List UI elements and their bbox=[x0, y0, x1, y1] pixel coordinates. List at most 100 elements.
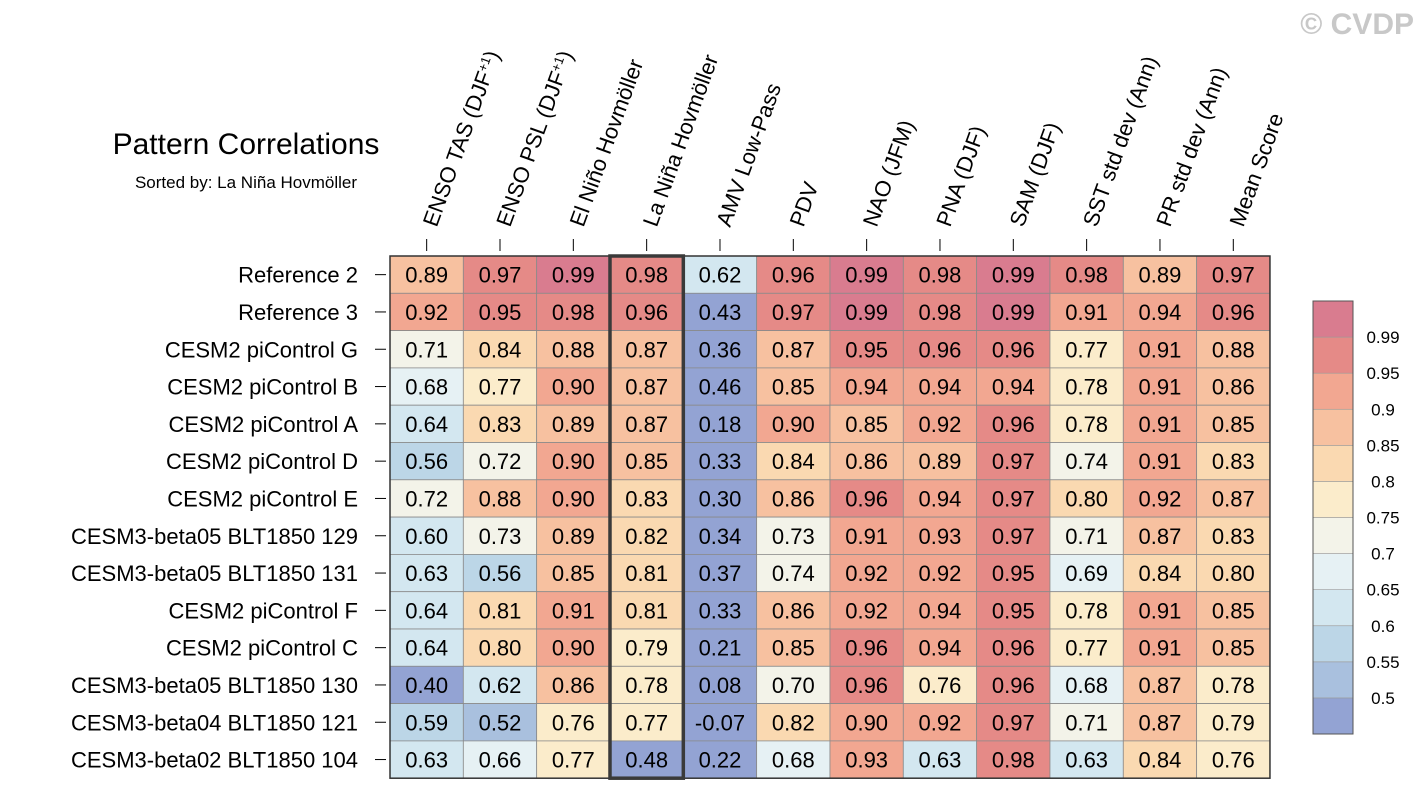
cell-value-label: 0.71 bbox=[405, 337, 448, 362]
row-label: CESM2 piControl D bbox=[166, 449, 358, 474]
heatmap-cell bbox=[389, 740, 464, 779]
heatmap-cell bbox=[609, 554, 684, 593]
cell-value-label: 0.33 bbox=[699, 449, 742, 474]
heatmap-cell bbox=[682, 367, 758, 406]
cell-value-label: 0.99 bbox=[552, 263, 595, 288]
cell-value-label: 0.64 bbox=[405, 598, 448, 623]
cell-value-label: 0.62 bbox=[479, 673, 522, 698]
heatmap-cell bbox=[976, 628, 1051, 667]
cell-value-label: 0.83 bbox=[1212, 524, 1255, 549]
row-label: CESM3-beta02 BLT1850 104 bbox=[71, 748, 358, 773]
heatmap-cell bbox=[682, 740, 758, 779]
column-label-text: ENSO TAS (DJF bbox=[418, 68, 497, 230]
heatmap-cell bbox=[536, 479, 611, 518]
cell-value-label: 0.79 bbox=[1212, 710, 1255, 735]
column-label-text: PDV bbox=[785, 178, 824, 229]
cell-value-label: 0.21 bbox=[699, 636, 742, 661]
heatmap-cell bbox=[682, 516, 758, 555]
column-label-text: La Niña Hovmöller bbox=[638, 51, 723, 230]
colorbar-swatch bbox=[1312, 697, 1354, 735]
cell-value-label: 0.59 bbox=[405, 710, 448, 735]
heatmap-cell bbox=[976, 703, 1051, 742]
column-label: PNA (DJF) bbox=[931, 122, 990, 229]
cell-value-label: 0.85 bbox=[1212, 598, 1255, 623]
column-label-text: Mean Score bbox=[1225, 110, 1289, 230]
cell-value-label: 0.18 bbox=[699, 412, 742, 437]
heatmap-cell bbox=[1049, 479, 1124, 518]
cell-value-label: 0.89 bbox=[552, 412, 595, 437]
cell-value-label: 0.96 bbox=[845, 636, 888, 661]
cell-value-label: 0.91 bbox=[845, 524, 888, 549]
cell-value-label: 0.94 bbox=[992, 375, 1035, 400]
cell-value-label: 0.43 bbox=[699, 300, 742, 325]
heatmap-cell bbox=[682, 292, 758, 331]
cell-value-label: 0.91 bbox=[552, 598, 595, 623]
cell-value-label: 0.86 bbox=[845, 449, 888, 474]
cell-value-label: 0.76 bbox=[1212, 748, 1255, 773]
cell-value-label: 0.89 bbox=[405, 263, 448, 288]
cell-value-label: 0.81 bbox=[625, 598, 668, 623]
cell-value-label: 0.98 bbox=[919, 300, 962, 325]
heatmap-cell bbox=[609, 292, 684, 331]
heatmap-cell bbox=[829, 367, 904, 406]
row-label: CESM3-beta04 BLT1850 121 bbox=[71, 710, 358, 735]
column-label-text: SST std dev (Ann) bbox=[1078, 53, 1163, 230]
cell-value-label: 0.98 bbox=[1065, 263, 1108, 288]
cell-value-label: 0.98 bbox=[625, 263, 668, 288]
cell-value-label: 0.98 bbox=[552, 300, 595, 325]
cell-value-label: 0.77 bbox=[479, 375, 522, 400]
heatmap-cell bbox=[1196, 292, 1271, 331]
row-label: CESM2 piControl B bbox=[167, 375, 358, 400]
cell-value-label: 0.83 bbox=[1212, 449, 1255, 474]
column-label-superscript: +1 bbox=[474, 54, 493, 73]
cell-value-label: 0.36 bbox=[699, 337, 742, 362]
column-label: El Niño Hovmöller bbox=[565, 56, 649, 230]
cell-value-label: 0.83 bbox=[479, 412, 522, 437]
heatmap-cell bbox=[756, 404, 831, 443]
heatmap-cell bbox=[829, 591, 904, 630]
cell-value-label: 0.74 bbox=[772, 561, 815, 586]
heatmap-cell bbox=[682, 703, 758, 742]
cell-value-label: 0.85 bbox=[552, 561, 595, 586]
heatmap-cell bbox=[462, 367, 538, 406]
heatmap-cell bbox=[1196, 703, 1271, 742]
row-label: Reference 2 bbox=[238, 263, 358, 288]
heatmap-cell bbox=[462, 442, 538, 481]
cell-value-label: 0.08 bbox=[699, 673, 742, 698]
column-label: Mean Score bbox=[1225, 110, 1289, 230]
heatmap-cell bbox=[1122, 665, 1198, 704]
cell-value-label: 0.77 bbox=[552, 748, 595, 773]
heatmap-cell bbox=[682, 554, 758, 593]
column-label: AMV Low-Pass bbox=[711, 80, 786, 230]
row-label: CESM2 piControl C bbox=[166, 636, 358, 661]
cell-value-label: 0.94 bbox=[845, 375, 888, 400]
column-ticks bbox=[426, 239, 1234, 251]
cell-value-label: 0.91 bbox=[1139, 337, 1182, 362]
cell-value-label: 0.86 bbox=[1212, 375, 1255, 400]
cell-value-label: 0.73 bbox=[479, 524, 522, 549]
cell-value-label: 0.92 bbox=[845, 561, 888, 586]
heatmap-cell bbox=[1049, 442, 1124, 481]
cell-value-label: 0.95 bbox=[845, 337, 888, 362]
heatmap-cell bbox=[902, 740, 978, 779]
heatmap-cell bbox=[829, 255, 904, 294]
cell-value-label: 0.34 bbox=[699, 524, 742, 549]
heatmap-cell bbox=[976, 516, 1051, 555]
cell-value-label: 0.95 bbox=[992, 561, 1035, 586]
cell-value-label: -0.07 bbox=[695, 710, 745, 735]
cell-value-label: 0.89 bbox=[919, 449, 962, 474]
cell-value-label: 0.94 bbox=[1139, 300, 1182, 325]
heatmap-cell bbox=[1122, 442, 1198, 481]
colorbar-tick-label: 0.8 bbox=[1371, 472, 1395, 491]
heatmap-cell bbox=[609, 330, 684, 369]
heatmap-cell bbox=[829, 330, 904, 369]
cell-value-label: 0.78 bbox=[625, 673, 668, 698]
colorbar-tick-label: 0.95 bbox=[1366, 364, 1399, 383]
heatmap-cell bbox=[1049, 292, 1124, 331]
heatmap-cell bbox=[902, 330, 978, 369]
heatmap-cell bbox=[1049, 255, 1124, 294]
cell-value-label: 0.77 bbox=[1065, 337, 1108, 362]
cell-value-label: 0.72 bbox=[405, 486, 448, 511]
cell-value-label: 0.71 bbox=[1065, 710, 1108, 735]
cell-value-label: 0.97 bbox=[479, 263, 522, 288]
